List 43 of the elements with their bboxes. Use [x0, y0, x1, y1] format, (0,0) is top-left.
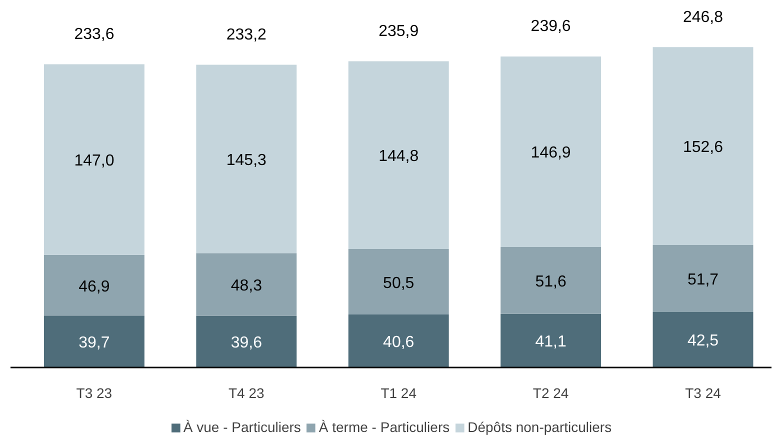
bar: [500, 56, 602, 247]
data-label: 146,9: [530, 144, 571, 162]
data-label: 51,7: [687, 272, 719, 289]
bar: [196, 64, 297, 254]
legend-label: À vue - Particuliers: [183, 419, 301, 435]
total-label: 246,8: [682, 8, 724, 26]
bar: [44, 316, 144, 368]
data-label: 50,5: [383, 274, 414, 292]
bar: [44, 64, 144, 255]
total-label: 235,9: [378, 22, 419, 40]
bar: [196, 316, 297, 368]
data-label: 147,0: [74, 152, 114, 170]
x-tick-label: T1 24: [380, 385, 417, 402]
data-label: 144,8: [378, 148, 419, 166]
data-label: 48,3: [230, 277, 262, 294]
x-tick-label: T3 23: [76, 385, 112, 402]
x-tick-label: T4 23: [228, 385, 265, 402]
bar: [348, 314, 449, 368]
data-label: 42,5: [687, 332, 719, 350]
bar: [652, 47, 754, 246]
total-label: 233,6: [74, 26, 114, 43]
bar: [500, 246, 602, 314]
total-label: 239,6: [530, 18, 571, 36]
bar: [652, 245, 754, 312]
bar: [196, 253, 297, 316]
data-label: 152,6: [682, 139, 724, 156]
data-label: 51,6: [535, 273, 566, 290]
bar: [500, 314, 602, 368]
data-label: 40,6: [383, 334, 414, 351]
data-label: 46,9: [78, 278, 110, 296]
data-label: 39,7: [78, 334, 110, 352]
legend-label: À terme - Particuliers: [318, 419, 450, 435]
bar: [44, 254, 144, 316]
x-tick-label: T3 24: [685, 385, 722, 402]
total-label: 233,2: [226, 26, 267, 44]
legend-label: Dépôts non-particuliers: [468, 419, 612, 435]
data-label: 145,3: [226, 152, 267, 169]
bar: [348, 249, 449, 315]
data-label: 39,6: [230, 334, 262, 352]
data-label: 41,1: [535, 334, 566, 351]
bar: [652, 312, 754, 368]
bar: [348, 61, 449, 250]
x-tick-label: T2 24: [532, 385, 569, 402]
